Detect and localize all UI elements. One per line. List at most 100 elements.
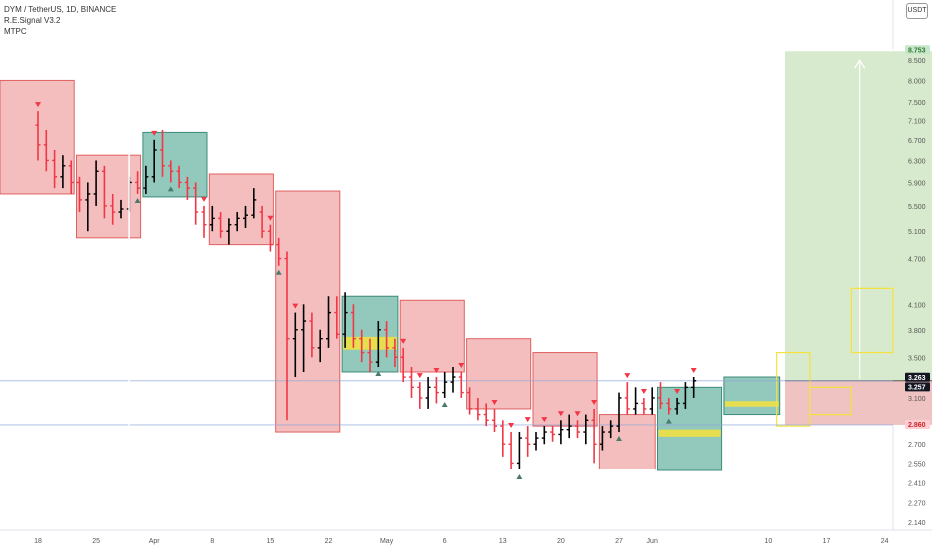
candle-30 xyxy=(284,251,290,421)
candle-18 xyxy=(184,176,190,200)
x-tick-label: 17 xyxy=(823,538,831,545)
candle-12 xyxy=(135,171,141,194)
candle-29 xyxy=(276,237,282,266)
candle-14 xyxy=(151,139,157,183)
signal-band-1 xyxy=(658,429,721,437)
candle-51 xyxy=(458,371,464,398)
currency-button[interactable]: USDT xyxy=(906,3,928,19)
y-tick-label: 7.100 xyxy=(908,118,926,125)
candle-7 xyxy=(93,160,99,206)
y-tick-label: 8.000 xyxy=(908,78,926,85)
sell-marker-44 xyxy=(400,338,407,344)
price-label-bg-1 xyxy=(905,372,930,382)
candle-44 xyxy=(400,347,406,383)
candle-58 xyxy=(516,432,522,471)
sell-marker-31 xyxy=(292,303,299,309)
y-tick-label: 5.500 xyxy=(908,204,926,211)
candle-72 xyxy=(633,387,639,415)
sell-marker-79 xyxy=(690,368,697,374)
price-label-3: 2.860 xyxy=(908,422,926,429)
buy-marker-49 xyxy=(441,401,448,407)
x-tick-label: 24 xyxy=(881,538,889,545)
buy-marker-76 xyxy=(665,418,672,424)
candle-9 xyxy=(110,193,116,225)
buy-marker-12 xyxy=(134,197,141,203)
candle-10 xyxy=(118,199,124,219)
candle-24 xyxy=(234,212,240,232)
candle-0 xyxy=(35,111,41,161)
candle-63 xyxy=(558,420,564,445)
candle-28 xyxy=(267,224,273,252)
candle-41 xyxy=(375,321,381,368)
candle-31 xyxy=(292,312,298,378)
y-tick-label: 5.900 xyxy=(908,180,926,187)
sell-marker-28 xyxy=(267,215,274,221)
bearish-signal-box-0 xyxy=(0,79,75,195)
y-tick-label: 2.700 xyxy=(908,442,926,449)
candle-37 xyxy=(342,292,348,348)
sell-marker-57 xyxy=(508,423,515,429)
candle-38 xyxy=(350,304,356,348)
candle-6 xyxy=(85,182,91,232)
candle-16 xyxy=(168,160,174,183)
candle-54 xyxy=(483,403,489,427)
candle-64 xyxy=(566,414,572,439)
candle-8 xyxy=(101,165,107,219)
price-label-1: 3.263 xyxy=(908,375,926,382)
sell-marker-48 xyxy=(433,368,440,374)
down-move-label: −6.252 (−71.58%) −6,252 xyxy=(70,484,196,496)
y-tick-label: 2.270 xyxy=(908,500,926,507)
legend-symbol: DYM / TetherUS, 1D, BINANCE xyxy=(4,5,117,14)
x-tick-label: 25 xyxy=(92,538,100,545)
x-tick-label: 20 xyxy=(557,538,565,545)
candle-61 xyxy=(541,426,547,445)
candle-22 xyxy=(218,212,224,238)
projection-box-1 xyxy=(809,386,853,416)
x-tick-label: 6 xyxy=(443,538,447,545)
buy-marker-58 xyxy=(516,474,523,480)
projection-box-2 xyxy=(850,287,894,354)
candle-19 xyxy=(193,182,199,225)
up-arrow-head xyxy=(854,58,866,69)
candle-74 xyxy=(649,387,655,415)
y-tick-label: 3.100 xyxy=(908,396,926,403)
candle-15 xyxy=(160,129,165,177)
candle-27 xyxy=(259,205,265,238)
target-zone xyxy=(785,50,932,381)
x-tick-label: 13 xyxy=(499,538,507,545)
x-tick-label: Jun xyxy=(647,538,658,545)
buy-marker-70 xyxy=(616,436,622,442)
bearish-signal-box-4 xyxy=(275,190,341,433)
sell-marker-55 xyxy=(491,399,498,405)
sell-marker-63 xyxy=(557,411,564,417)
bearish-signal-box-1 xyxy=(76,154,142,239)
x-tick-label: 8 xyxy=(210,538,214,545)
sell-marker-0 xyxy=(35,102,41,108)
price-label-bg-3 xyxy=(905,419,930,429)
candle-52 xyxy=(467,387,473,415)
y-tick-label: 2.550 xyxy=(908,461,926,468)
measure-arrow-head xyxy=(121,457,137,472)
sell-marker-14 xyxy=(151,130,158,136)
candle-77 xyxy=(674,397,680,415)
bearish-signal-box-8 xyxy=(532,352,598,427)
sell-marker-73 xyxy=(640,388,647,394)
candle-78 xyxy=(682,382,688,409)
bearish-signal-box-9 xyxy=(598,414,656,471)
sell-marker-67 xyxy=(591,399,598,405)
x-tick-label: Apr xyxy=(149,538,161,545)
sell-marker-77 xyxy=(674,388,681,394)
price-label-0: 8.753 xyxy=(908,47,926,54)
candle-39 xyxy=(359,329,365,363)
bullish-signal-box-2 xyxy=(142,131,208,198)
candle-71 xyxy=(624,382,630,415)
y-tick-label: 2.140 xyxy=(908,520,926,527)
y-tick-label: 3.500 xyxy=(908,355,926,362)
candle-23 xyxy=(226,218,232,245)
x-tick-label: 22 xyxy=(325,538,333,545)
candle-53 xyxy=(475,397,481,421)
plot-background xyxy=(0,0,893,530)
candle-26 xyxy=(251,188,257,219)
